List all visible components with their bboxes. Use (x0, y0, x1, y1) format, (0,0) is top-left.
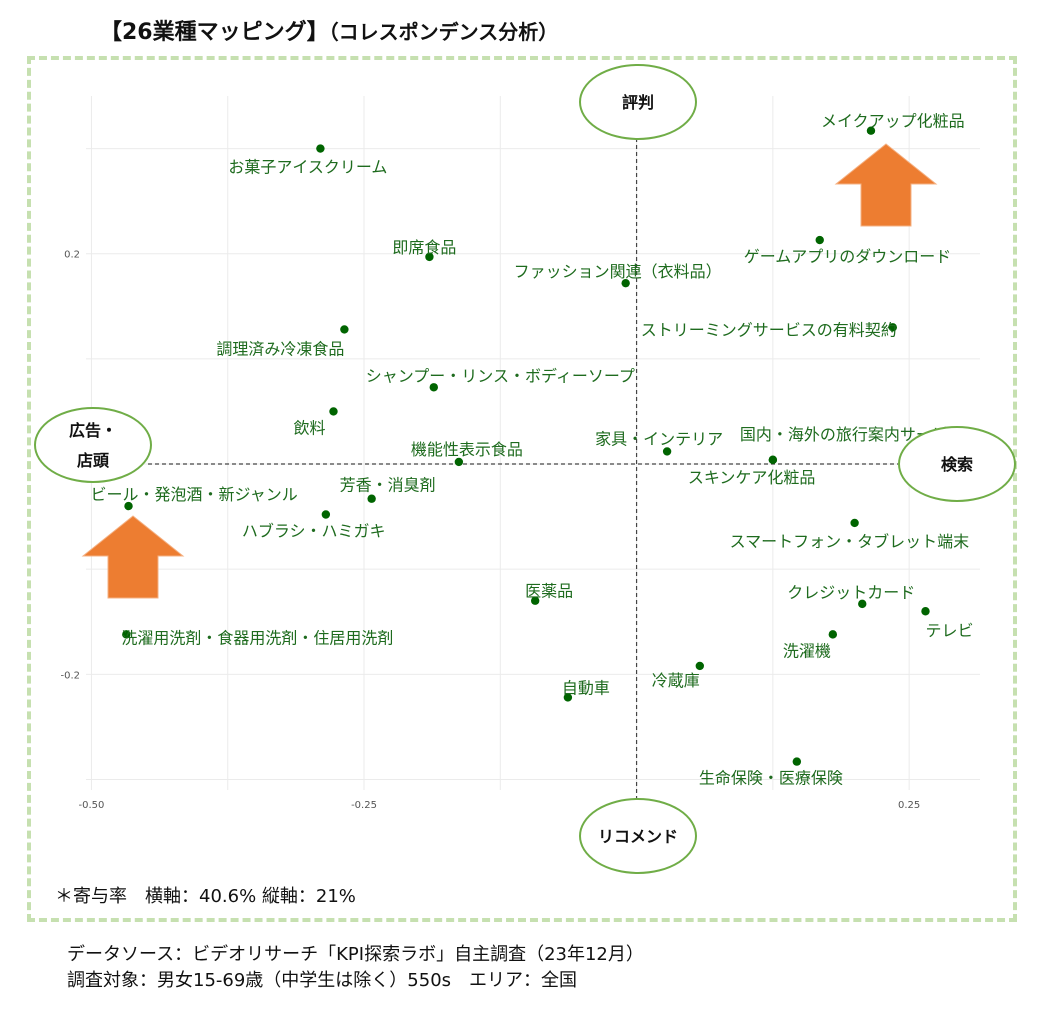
data-label: ビール・発泡酒・新ジャンル (91, 485, 298, 504)
data-label: テレビ (925, 621, 973, 640)
data-label: 家具・インテリア (595, 429, 723, 448)
data-point (122, 630, 131, 639)
axis-label-left-text: 広告・ (69, 421, 117, 440)
axis-label-bottom-shape (579, 798, 697, 874)
data-point (454, 457, 464, 467)
x-tick-label: 0.25 (898, 800, 920, 811)
chart-subtitle: （コレスポンデンス分析） (328, 20, 559, 44)
data-label: ファッション関連（衣料品） (514, 262, 722, 281)
chart-title: 【26業種マッピング】 (100, 20, 329, 45)
data-point (340, 325, 349, 334)
data-label: お菓子アイスクリーム (228, 158, 387, 177)
data-point (768, 455, 778, 465)
axis-label-bottom: リコメンド (579, 798, 697, 874)
up-arrow-bottom-left-icon (81, 515, 185, 599)
data-point (124, 501, 133, 511)
data-label: 生命保険・医療保険 (699, 769, 843, 788)
data-point (329, 407, 338, 416)
data-point (621, 278, 630, 288)
axis-label-left-shape (34, 407, 152, 483)
data-label: 調理済み冷凍食品 (216, 339, 344, 358)
data-point (367, 494, 376, 503)
data-label: 即席食品 (392, 238, 456, 257)
y-tick-label: 0.2 (64, 250, 80, 261)
data-point (530, 596, 540, 605)
data-point (792, 757, 802, 766)
axis-label-right-shape (898, 426, 1016, 502)
data-point (429, 383, 438, 392)
axis-label-left: 広告・店頭 (34, 407, 152, 483)
data-label: ストリーミングサービスの有料契約 (641, 320, 897, 339)
axis-label-top-text: 評判 (622, 93, 654, 112)
contribution-note: ＊寄与率 横軸：40.6% 縦軸：21% (55, 886, 356, 907)
data-point (695, 661, 705, 671)
page-title: 【26業種マッピング】（コレスポンデンス分析） (100, 14, 558, 46)
data-point (425, 252, 434, 262)
data-label: スマートフォン・タブレット端末 (730, 532, 970, 551)
data-points (122, 126, 930, 766)
data-label: 飲料 (293, 418, 325, 437)
x-tick-label: -0.50 (79, 800, 105, 811)
data-label: 医薬品 (525, 582, 573, 601)
tick-labels: -0.50 -0.25 0.25 0.2 -0.2 (60, 250, 920, 811)
data-point (921, 607, 930, 616)
data-label: 自動車 (562, 678, 610, 697)
axis-label-top-shape (579, 64, 697, 140)
axis-label-bottom-text: リコメンド (598, 827, 678, 846)
data-point (316, 144, 325, 153)
data-source: データソース：ビデオリサーチ「KPI探索ラボ」自主調査（23年12月） (67, 944, 644, 965)
arrows (81, 143, 938, 599)
axis-label-left-text: 店頭 (77, 451, 110, 470)
data-label: 冷蔵庫 (652, 671, 700, 690)
survey-target: 調査対象：男女15-69歳（中学生は除く）550s エリア：全国 (67, 970, 578, 991)
data-point (662, 447, 672, 456)
data-point (828, 630, 838, 639)
y-tick-label: -0.2 (60, 670, 80, 681)
data-label: クレジットカード (787, 583, 915, 602)
data-label: メイクアップ化粧品 (821, 112, 965, 131)
axis-label-right: 検索 (898, 426, 1016, 502)
data-label: 芳香・消臭剤 (340, 476, 436, 495)
data-label: 洗濯機 (783, 641, 831, 660)
data-label: スキンケア化粧品 (688, 468, 816, 487)
data-point (888, 323, 897, 332)
data-point (850, 518, 859, 528)
data-point (321, 510, 331, 519)
data-label: 国内・海外の旅行案内サービス (740, 425, 964, 444)
data-label: 機能性表示食品 (411, 440, 523, 459)
data-label: ゲームアプリのダウンロード (744, 247, 952, 266)
x-tick-label: -0.25 (351, 800, 377, 811)
axis-label-top: 評判 (579, 64, 697, 140)
up-arrow-shape (834, 143, 938, 227)
data-label: シャンプー・リンス・ボディーソープ (366, 366, 635, 385)
origin-axes (148, 138, 898, 798)
data-point (815, 235, 824, 245)
data-label: ハブラシ・ハミガキ (242, 522, 386, 541)
data-point (563, 693, 573, 702)
up-arrow-shape (81, 515, 185, 599)
up-arrow-top-right-icon (834, 143, 938, 227)
scatter-chart: -0.50 -0.25 0.25 0.2 -0.2 メイクアップ化粧品お菓子アイスクリー… (34, 64, 1016, 874)
chart-frame (27, 56, 1017, 922)
data-point (866, 126, 876, 135)
data-label: 洗濯用洗剤・食器用洗剤・住居用洗剤 (121, 628, 393, 647)
data-point (858, 599, 867, 609)
axis-label-right-text: 検索 (941, 455, 973, 474)
